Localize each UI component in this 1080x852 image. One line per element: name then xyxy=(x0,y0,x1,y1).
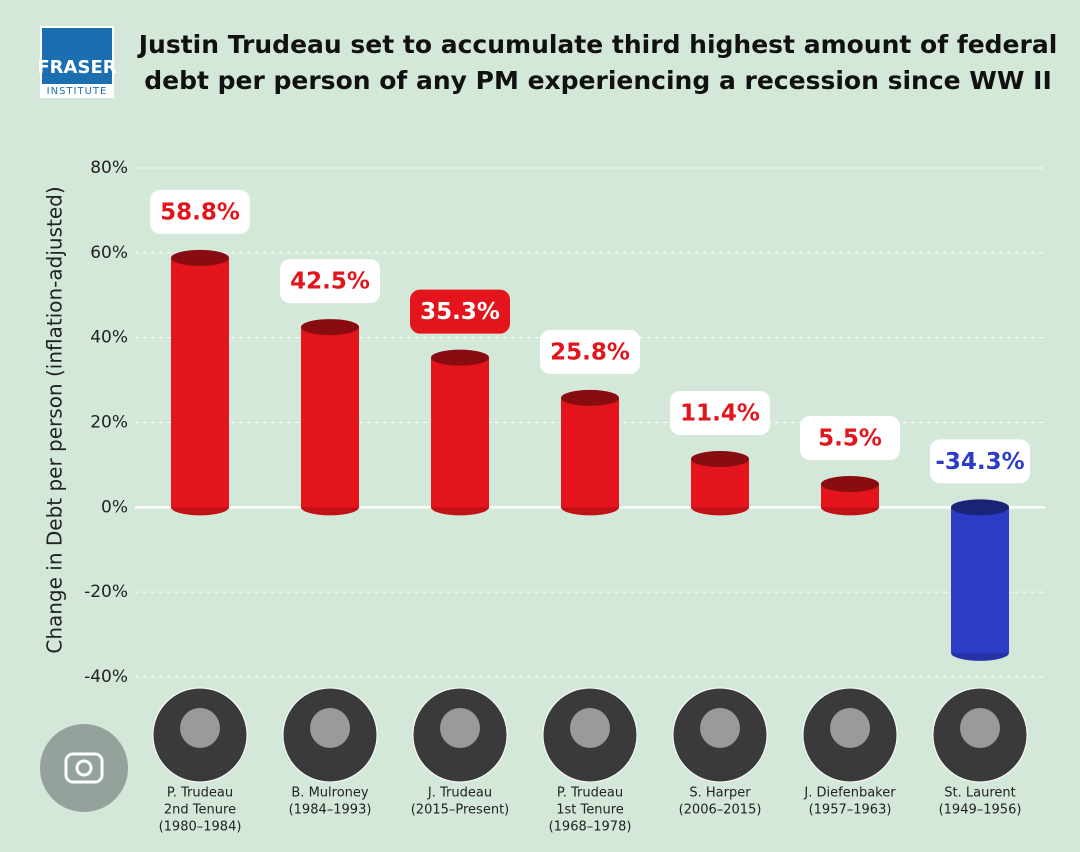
value-label: 11.4% xyxy=(680,400,760,426)
x-tick-label: 1st Tenure xyxy=(556,803,624,818)
x-tick-label: (2006–2015) xyxy=(679,803,762,818)
logo-name: FRASER xyxy=(37,57,116,78)
y-tick-label: -20% xyxy=(84,582,128,602)
x-tick-label: (1984–1993) xyxy=(289,803,372,818)
value-label-box xyxy=(670,390,770,435)
bar-top xyxy=(821,476,879,493)
camera-button[interactable] xyxy=(40,724,128,812)
logo-fill xyxy=(42,28,112,84)
x-tick-label: (1957–1963) xyxy=(809,803,892,818)
value-label-box xyxy=(930,439,1030,484)
chart-title: debt per person of any PM experiencing a… xyxy=(144,66,1052,95)
y-tick-label: 40% xyxy=(90,328,128,348)
x-tick-label: (1980–1984) xyxy=(159,820,242,835)
portrait-face xyxy=(180,708,220,748)
camera-icon xyxy=(64,752,104,784)
x-tick-label: St. Laurent xyxy=(944,786,1015,801)
value-label: 42.5% xyxy=(290,269,370,295)
bar-top xyxy=(301,319,359,336)
bar-top xyxy=(951,499,1009,516)
portrait-face xyxy=(570,708,610,748)
bar xyxy=(561,397,619,508)
bar-top xyxy=(561,389,619,406)
y-tick-label: 80% xyxy=(90,158,128,178)
logo-sub: INSTITUTE xyxy=(47,86,108,97)
chart-title: Justin Trudeau set to accumulate third h… xyxy=(137,30,1058,59)
portrait-face xyxy=(700,708,740,748)
bar xyxy=(951,507,1009,653)
x-tick-label: P. Trudeau xyxy=(167,786,233,801)
bar xyxy=(171,257,229,508)
x-tick-label: (1949–1956) xyxy=(939,803,1022,818)
bar-top xyxy=(171,249,229,266)
x-tick-label: (1968–1978) xyxy=(549,820,632,835)
y-tick-label: 60% xyxy=(90,243,128,263)
value-label-box xyxy=(280,259,380,304)
x-tick-label: 2nd Tenure xyxy=(164,803,236,818)
x-tick-label: P. Trudeau xyxy=(557,786,623,801)
portrait-face xyxy=(960,708,1000,748)
value-label: 25.8% xyxy=(550,339,630,365)
y-tick-label: 20% xyxy=(90,413,128,433)
bar-top xyxy=(431,349,489,366)
x-tick-label: J. Diefenbaker xyxy=(803,786,896,801)
value-label: 35.3% xyxy=(420,299,500,325)
value-label-box xyxy=(540,329,640,374)
value-label: 5.5% xyxy=(818,426,882,452)
x-tick-label: S. Harper xyxy=(689,786,751,801)
portrait-face xyxy=(440,708,480,748)
x-tick-label: B. Mulroney xyxy=(291,786,369,801)
camera-lens xyxy=(75,759,93,777)
bar xyxy=(431,357,489,508)
portrait-face xyxy=(830,708,870,748)
value-label-box xyxy=(150,189,250,234)
y-tick-label: -40% xyxy=(84,667,128,687)
value-label-box xyxy=(410,289,510,334)
y-axis-label: Change in Debt per person (inflation-adj… xyxy=(43,186,67,653)
y-tick-label: 0% xyxy=(101,497,128,517)
bar xyxy=(301,327,359,508)
value-label: 58.8% xyxy=(160,199,240,225)
bar xyxy=(691,458,749,508)
bar-top xyxy=(691,450,749,467)
value-label-box xyxy=(800,416,900,461)
x-tick-label: (2015–Present) xyxy=(411,803,510,818)
value-label: -34.3% xyxy=(935,449,1024,475)
x-tick-label: J. Trudeau xyxy=(427,786,492,801)
portrait-face xyxy=(310,708,350,748)
